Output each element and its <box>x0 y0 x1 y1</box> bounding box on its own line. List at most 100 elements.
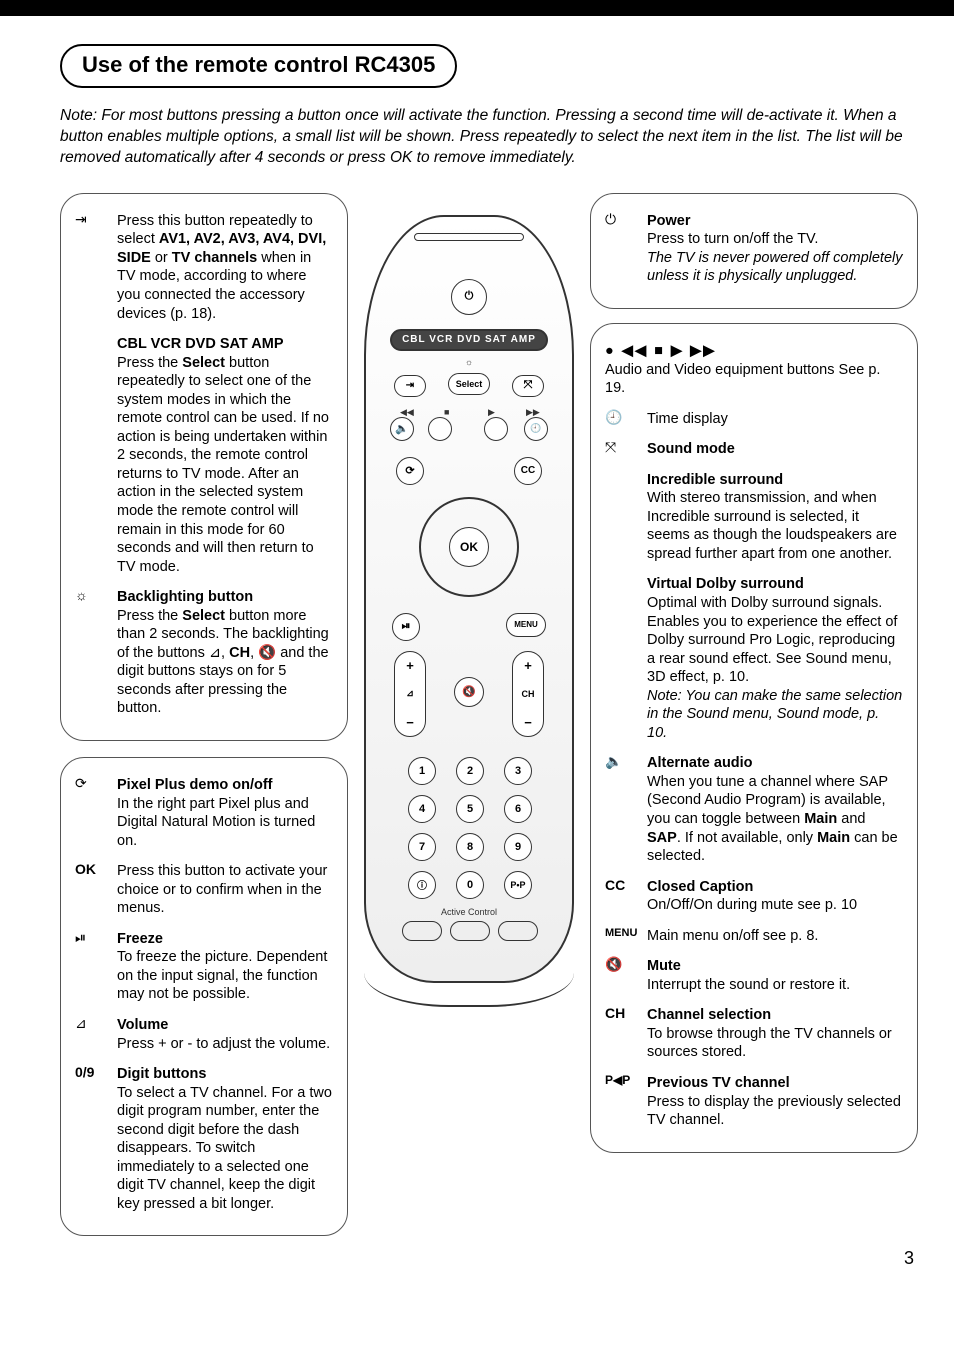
digits-icon: 0/9 <box>75 1065 109 1213</box>
stop-icon: ■ <box>444 407 449 417</box>
transport-icons: ● ◀◀ ■ ▶ ▶▶ <box>605 342 903 361</box>
sound-icon: ⤧ <box>605 440 639 459</box>
prev-ch-button[interactable]: P•P <box>504 871 532 899</box>
alt-audio-button[interactable]: 🔈 <box>390 417 414 441</box>
digit-0[interactable]: 0 <box>456 871 484 899</box>
item-select-mode: CBL VCR DVD SAT AMP Press the Select but… <box>75 335 333 576</box>
backlight-icon: ☼ <box>75 588 109 718</box>
pixel-head: Pixel Plus demo on/off <box>117 776 333 795</box>
pixel-icon: ⟳ <box>75 776 109 850</box>
active-control-label: Active Control <box>441 907 497 917</box>
item-volume: ⊿ Volume Press + or - to adjust the volu… <box>75 1016 333 1053</box>
digit-4[interactable]: 4 <box>408 795 436 823</box>
item-ok: OK Press this button to activate your ch… <box>75 862 333 918</box>
av-input-icon: ⇥ <box>75 212 109 323</box>
menu-button[interactable]: MENU <box>506 613 546 637</box>
dolby-head: Virtual Dolby surround <box>647 575 903 594</box>
prev-body: Press to display the previously selected… <box>647 1094 901 1129</box>
ch-label: CH <box>522 689 535 699</box>
transport-b2[interactable] <box>484 417 508 441</box>
transport-body: Audio and Video equipment buttons See p.… <box>605 362 880 397</box>
freeze-body: To freeze the picture. Dependent on the … <box>117 949 327 1002</box>
surround-button[interactable]: ⤧ <box>512 375 544 397</box>
prev-icon: P◀P <box>605 1074 639 1130</box>
channel-rocker[interactable]: + CH − <box>512 651 544 737</box>
ch-body: To browse through the TV channels or sou… <box>647 1026 892 1061</box>
ch-icon: CH <box>605 1006 639 1062</box>
digits-head: Digit buttons <box>117 1065 333 1084</box>
vol-plus: + <box>406 658 414 673</box>
volume-rocker[interactable]: + ⊿ − <box>394 651 426 737</box>
digit-3[interactable]: 3 <box>504 757 532 785</box>
power-head: Power <box>647 212 903 231</box>
page-title: Use of the remote control RC4305 <box>60 44 457 88</box>
pixel-body: In the right part Pixel plus and Digital… <box>117 796 315 849</box>
digits-body: To select a TV channel. For a two digit … <box>117 1085 332 1212</box>
info-button[interactable]: ⓘ <box>408 871 436 899</box>
transport-b1[interactable] <box>428 417 452 441</box>
cc-icon: CC <box>605 878 639 915</box>
ok-button[interactable]: OK <box>449 527 489 567</box>
incredible-body: With stereo transmission, and when Incre… <box>647 490 897 562</box>
intro-text: Note: For most buttons pressing a button… <box>60 107 903 166</box>
power-icon: ⏻ <box>605 212 639 286</box>
dolby-body: Optimal with Dolby surround signals. Ena… <box>647 595 897 685</box>
mute-head: Mute <box>647 957 903 976</box>
av-button[interactable]: ⇥ <box>394 375 426 397</box>
freeze-icon: ⏯ <box>75 930 109 1004</box>
altaudio-icon: 🔈 <box>605 754 639 865</box>
ok-icon: OK <box>75 862 109 918</box>
ir-window <box>414 233 524 241</box>
cc-button[interactable]: CC <box>514 457 542 485</box>
mode-pill[interactable]: CBL VCR DVD SAT AMP <box>390 329 548 351</box>
select-body: Press the Select button repeatedly to se… <box>117 355 329 575</box>
sun-icon: ☼ <box>465 357 473 367</box>
bottom-btn-2[interactable] <box>450 921 490 941</box>
ch-head: Channel selection <box>647 1006 903 1025</box>
av-input-body: Press this button repeatedly to select A… <box>117 213 326 322</box>
power-button[interactable]: ⏻ <box>451 279 487 315</box>
time-body: Time display <box>647 411 728 427</box>
digit-9[interactable]: 9 <box>504 833 532 861</box>
manual-page: Use of the remote control RC4305 Note: F… <box>0 16 954 1299</box>
cc-body: On/Off/On during mute see p. 10 <box>647 897 857 913</box>
incredible-head: Incredible surround <box>647 471 903 490</box>
fwd-icon: ▶▶ <box>526 407 540 418</box>
menu-icon: MENU <box>605 927 639 946</box>
item-pixel: ⟳ Pixel Plus demo on/off In the right pa… <box>75 776 333 850</box>
top-black-bar <box>0 0 954 16</box>
backlight-head: Backlighting button <box>117 588 333 607</box>
volume-head: Volume <box>117 1016 333 1035</box>
freeze-head: Freeze <box>117 930 333 949</box>
ok-body: Press this button to activate your choic… <box>117 863 327 916</box>
sound-head: Sound mode <box>647 440 903 459</box>
pixel-button[interactable]: ⟳ <box>396 457 424 485</box>
bottom-btn-1[interactable] <box>402 921 442 941</box>
volume-body: Press + or - to adjust the volume. <box>117 1036 330 1052</box>
digit-8[interactable]: 8 <box>456 833 484 861</box>
freeze-button[interactable]: ⏯ <box>392 613 420 641</box>
right-bubble-main: ● ◀◀ ■ ▶ ▶▶ Audio and Video equipment bu… <box>590 323 918 1153</box>
prev-head: Previous TV channel <box>647 1074 903 1093</box>
left-bubble-1: ⇥ Press this button repeatedly to select… <box>60 193 348 741</box>
digit-7[interactable]: 7 <box>408 833 436 861</box>
digit-6[interactable]: 6 <box>504 795 532 823</box>
bottom-btn-3[interactable] <box>498 921 538 941</box>
time-button[interactable]: 🕘 <box>524 417 548 441</box>
select-button[interactable]: Select <box>448 373 490 395</box>
item-av-input: ⇥ Press this button repeatedly to select… <box>75 212 333 323</box>
page-number: 3 <box>60 1248 914 1269</box>
digit-5[interactable]: 5 <box>456 795 484 823</box>
digit-1[interactable]: 1 <box>408 757 436 785</box>
cc-head: Closed Caption <box>647 878 903 897</box>
item-digits: 0/9 Digit buttons To select a TV channel… <box>75 1065 333 1213</box>
right-bubble-power: ⏻ Power Press to turn on/off the TV. The… <box>590 193 918 309</box>
ch-plus: + <box>524 658 532 673</box>
power-body: Press to turn on/off the TV. <box>647 231 818 247</box>
backlight-body: Press the Select button more than 2 seco… <box>117 608 329 717</box>
digit-2[interactable]: 2 <box>456 757 484 785</box>
vol-minus: − <box>406 715 414 730</box>
mute-button[interactable]: 🔇 <box>454 677 484 707</box>
vol-label: ⊿ <box>406 688 414 699</box>
mute-icon: 🔇 <box>605 957 639 994</box>
